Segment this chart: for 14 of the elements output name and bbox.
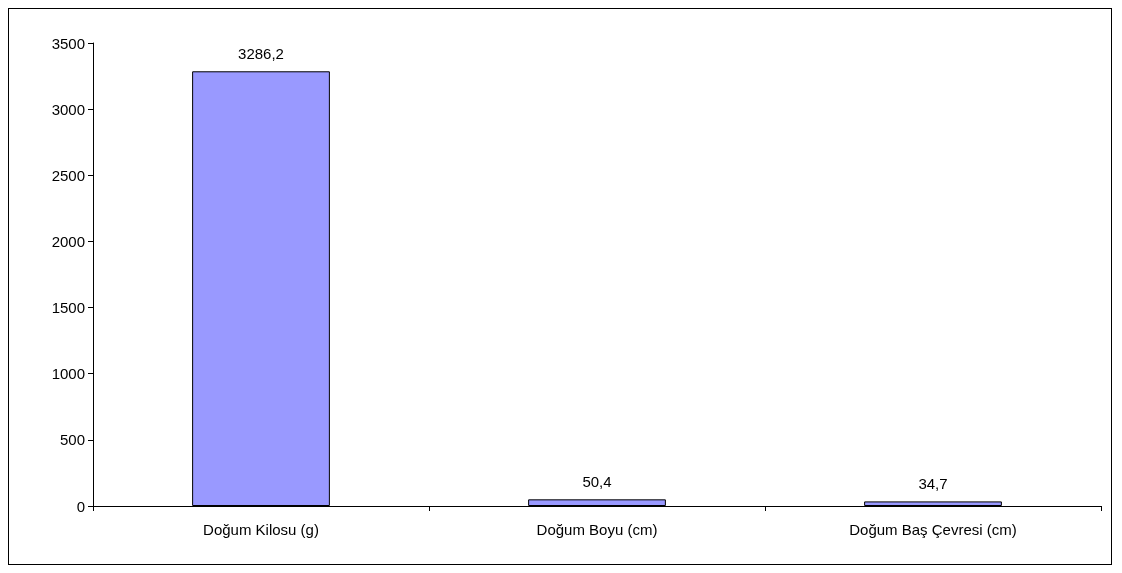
y-tick-label: 1000 [51,365,85,383]
y-tick-label: 3500 [51,34,85,52]
data-label: 34,7 [918,475,948,493]
y-tick-label: 2000 [51,232,85,250]
x-tick-label: Doğum Boyu (cm) [536,521,658,538]
y-tick-label: 500 [59,431,85,449]
y-tick-label: 0 [76,497,85,515]
data-label: 50,4 [582,473,612,491]
y-tick-label: 3000 [51,100,85,118]
x-tick-label: Doğum Baş Çevresi (cm) [849,521,1017,538]
data-label: 3286,2 [238,45,284,63]
x-tick-label: Doğum Kilosu (g) [203,521,319,538]
y-tick-label: 2500 [51,166,85,184]
y-tick-label: 1500 [51,299,85,317]
